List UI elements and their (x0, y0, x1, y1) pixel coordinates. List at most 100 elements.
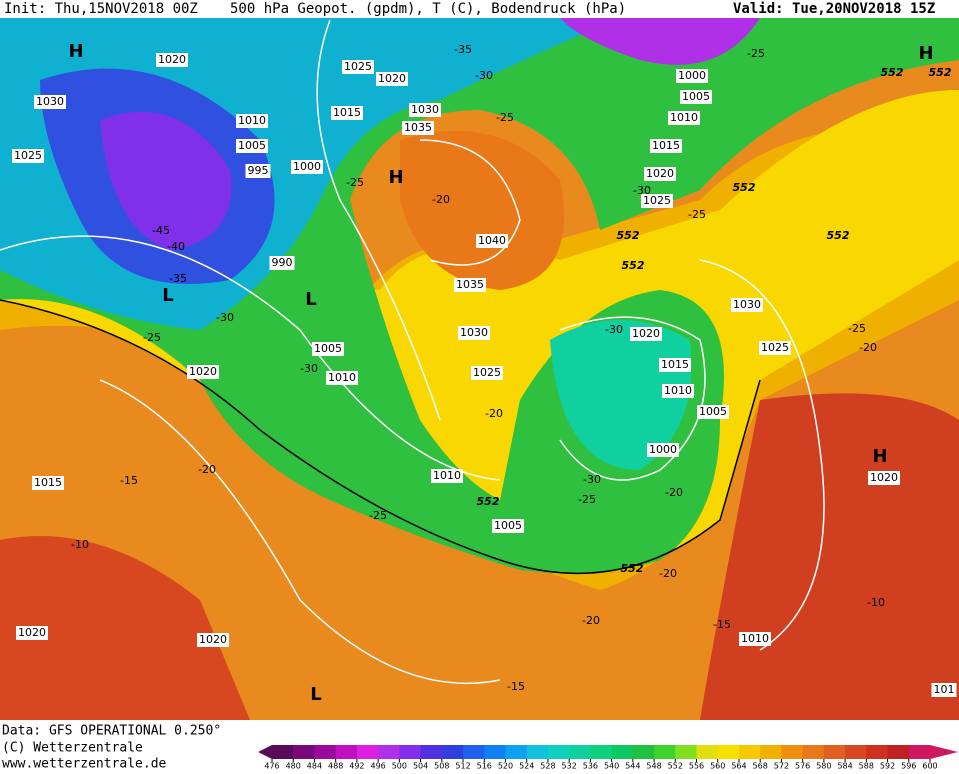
pressure-label: 1020 (18, 626, 46, 639)
scale-bin (845, 745, 867, 759)
scale-tick-label: 500 (392, 762, 407, 771)
scale-bin (420, 745, 443, 759)
pressure-center: L (310, 684, 321, 705)
pressure-label-box (644, 167, 676, 181)
pressure-label: 1010 (741, 632, 769, 645)
pressure-label: 1035 (456, 278, 484, 291)
scale-tick-label: 480 (286, 762, 301, 771)
pressure-center: H (68, 41, 83, 62)
height-label: 552 (881, 66, 904, 79)
pressure-label: 1005 (494, 519, 522, 532)
scale-tick-label: 560 (710, 762, 725, 771)
pressure-label: 1030 (36, 95, 64, 108)
pressure-label: 990 (272, 256, 293, 269)
pressure-center: H (918, 43, 933, 64)
pressure-label: 101 (934, 683, 955, 696)
temperature-label: -20 (859, 341, 877, 354)
pressure-label-box (630, 327, 662, 341)
scale-tick-label: 496 (370, 762, 385, 771)
temperature-label: -20 (198, 463, 216, 476)
temperature-label: -25 (346, 176, 364, 189)
pressure-label-box (197, 633, 229, 647)
pressure-label: 1040 (478, 234, 506, 247)
552-line (0, 299, 761, 575)
pressure-label-box (156, 53, 188, 67)
scale-bin (378, 745, 400, 759)
pressure-label: 1015 (34, 476, 62, 489)
pressure-label: 1025 (473, 366, 501, 379)
scale-bin (887, 745, 910, 759)
scale-bin (569, 745, 591, 759)
init: Init: Thu,15NOV2018 00Z (4, 1, 198, 17)
pressure-label: 1010 (433, 469, 461, 482)
temperature-label: -15 (507, 680, 525, 693)
pressure-label-box (312, 342, 344, 356)
pressure-label-box (731, 298, 763, 312)
pressure-label-box (326, 371, 358, 385)
temperature-label: -30 (633, 184, 651, 197)
pressure-label-box (245, 164, 271, 178)
temperature-label: -25 (369, 509, 387, 522)
pressure-label-box (471, 366, 503, 380)
pressure-label: 1015 (652, 139, 680, 152)
pressure-label: 1020 (646, 167, 674, 180)
scale-tick-label: 556 (689, 762, 704, 771)
temperature-label: -25 (848, 322, 866, 335)
pressure-label-box (16, 626, 48, 640)
scale-bin (441, 745, 464, 759)
scale-bin (590, 745, 613, 759)
pressure-center: H (872, 446, 887, 467)
temperature-label: -25 (143, 331, 161, 344)
pressure-label: 1015 (333, 106, 361, 119)
scale-bin (611, 745, 634, 759)
temperature-label: -25 (688, 208, 706, 221)
scale-tick-label: 548 (646, 762, 661, 771)
pressure-label-box (676, 69, 708, 83)
pressure-label: 1005 (699, 405, 727, 418)
height-label: 552 (477, 495, 500, 508)
temperature-label: -35 (169, 272, 187, 285)
scale-tick-label: 596 (901, 762, 916, 771)
scale-tick-label: 540 (604, 762, 619, 771)
scale-bin (335, 745, 358, 759)
temperature-label: -25 (496, 111, 514, 124)
pressure-label: 1005 (682, 90, 710, 103)
pressure-label: 1020 (632, 327, 660, 340)
scale-bin (760, 745, 782, 759)
pressure-label: 1025 (761, 341, 789, 354)
scale-bin (717, 745, 740, 759)
temperature-label: -30 (583, 473, 601, 486)
scale-tick-label: 584 (837, 762, 852, 771)
height-label: 552 (622, 259, 645, 272)
pressure-label: 1030 (411, 103, 439, 116)
scale-bin (399, 745, 422, 759)
pressure-label-box (402, 121, 434, 135)
header-bar (0, 0, 959, 18)
pressure-label-box (269, 256, 295, 270)
pressure-label-box (12, 149, 44, 163)
pressure-label: 1020 (199, 633, 227, 646)
scale-bin (802, 745, 825, 759)
pressure-label-box (680, 90, 712, 104)
scale-right-arrow (930, 745, 958, 759)
scale-tick-label: 576 (795, 762, 810, 771)
scale-tick-label: 484 (307, 762, 322, 771)
temperature-label: -20 (582, 614, 600, 627)
pressure-label-box (331, 106, 363, 120)
scale-bin (632, 745, 655, 759)
pressure-label: 1030 (733, 298, 761, 311)
temperature-label: -15 (120, 474, 138, 487)
temperature-label: -15 (713, 618, 731, 631)
scale-bin (823, 745, 846, 759)
pressure-label: 1020 (378, 72, 406, 85)
pressure-label: 1000 (649, 443, 677, 456)
pressure-label-box (454, 278, 486, 292)
scale-tick-label: 488 (328, 762, 343, 771)
scale-bin (505, 745, 528, 759)
pressure-label-box (647, 443, 679, 457)
temperature-label: -10 (867, 596, 885, 609)
copyright: (C) Wetterzentrale (2, 741, 143, 756)
scale-bin (463, 745, 485, 759)
scale-tick-label: 532 (562, 762, 577, 771)
